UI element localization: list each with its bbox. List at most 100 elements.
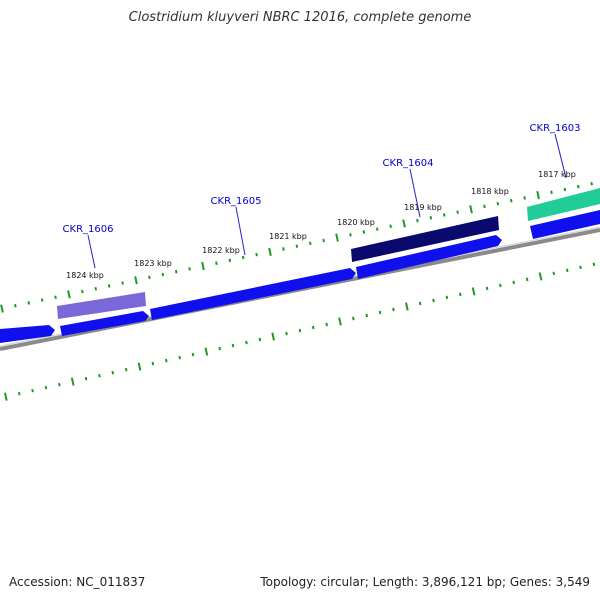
outer-tick bbox=[362, 230, 366, 234]
inner-tick bbox=[218, 346, 222, 351]
inner-tick bbox=[365, 313, 369, 318]
outer-tick bbox=[429, 215, 433, 220]
outer-tick bbox=[14, 303, 17, 308]
inner-tick bbox=[445, 295, 449, 300]
outer-tick bbox=[54, 295, 57, 300]
inner-tick bbox=[325, 322, 328, 327]
outer-tick bbox=[201, 261, 205, 271]
inner-tick bbox=[392, 307, 395, 312]
inner-tick bbox=[111, 370, 115, 375]
outer-tick bbox=[215, 261, 218, 265]
gene-label-ckr-1605[interactable]: CKR_1605 bbox=[211, 196, 262, 207]
gene-label-line-ckr-1603 bbox=[554, 133, 567, 179]
inner-tick bbox=[565, 268, 569, 273]
inner-tick-track bbox=[4, 262, 596, 401]
outer-tick bbox=[268, 247, 272, 256]
scale-label-1817: 1817 kbp bbox=[538, 170, 576, 179]
outer-tick bbox=[349, 233, 352, 237]
outer-tick bbox=[228, 258, 232, 263]
outer-tick bbox=[523, 196, 526, 200]
inner-tick bbox=[124, 367, 128, 372]
inner-tick bbox=[245, 340, 248, 345]
outer-tick bbox=[282, 247, 285, 251]
outer-tick bbox=[255, 252, 258, 257]
outer-tick bbox=[577, 184, 580, 189]
gene-arrow-1607[interactable] bbox=[0, 325, 55, 343]
inner-tick bbox=[258, 337, 262, 342]
scale-label-1820: 1820 kbp bbox=[337, 218, 375, 227]
inner-tick bbox=[231, 343, 235, 348]
inner-tick bbox=[204, 347, 209, 356]
scale-label-1819: 1819 kbp bbox=[404, 203, 442, 212]
inner-tick bbox=[512, 280, 516, 285]
outer-tick bbox=[375, 227, 379, 231]
outer-tick bbox=[27, 301, 31, 305]
gene-label-ckr-1606[interactable]: CKR_1606 bbox=[63, 224, 114, 235]
outer-tick bbox=[590, 182, 593, 186]
accession-label: Accession: NC_011837 bbox=[9, 575, 146, 589]
inner-tick bbox=[378, 310, 382, 315]
outer-tick bbox=[550, 190, 553, 194]
outer-tick bbox=[0, 304, 4, 313]
inner-tick bbox=[352, 316, 355, 321]
inner-tick bbox=[458, 292, 462, 297]
outer-tick bbox=[241, 255, 245, 260]
gene-arrow-1604-fwd[interactable] bbox=[356, 235, 502, 279]
scale-label-1823: 1823 kbp bbox=[134, 259, 172, 268]
inner-tick bbox=[285, 331, 288, 336]
outer-tick bbox=[40, 298, 44, 302]
outer-tick bbox=[308, 241, 312, 246]
inner-tick bbox=[4, 392, 8, 401]
outer-tick bbox=[322, 238, 325, 243]
inner-tick bbox=[405, 302, 409, 311]
gene-label-ckr-1604[interactable]: CKR_1604 bbox=[383, 158, 434, 169]
inner-tick bbox=[191, 352, 195, 357]
scale-label-1822: 1822 kbp bbox=[202, 246, 240, 255]
inner-tick bbox=[178, 355, 181, 360]
gene-arrow-1605[interactable] bbox=[150, 268, 356, 320]
outer-tick-track bbox=[0, 182, 593, 313]
gene-feature-ckr-1604[interactable] bbox=[351, 216, 499, 262]
gene-arrow-1603-fwd[interactable] bbox=[530, 210, 600, 239]
outer-tick bbox=[81, 289, 84, 294]
outer-tick bbox=[161, 272, 165, 277]
gene-feature-ckr-1603[interactable] bbox=[527, 188, 600, 221]
inner-tick bbox=[70, 377, 75, 386]
outer-tick bbox=[107, 284, 111, 288]
inner-tick bbox=[137, 362, 142, 371]
outer-tick bbox=[496, 201, 500, 206]
inner-tick bbox=[271, 332, 275, 341]
inner-tick bbox=[17, 391, 21, 396]
gene-arrow-1606[interactable] bbox=[60, 311, 149, 336]
genome-summary: Topology: circular; Length: 3,896,121 bp… bbox=[260, 575, 590, 589]
inner-tick bbox=[538, 272, 543, 281]
outer-tick bbox=[389, 224, 392, 229]
map-title: Clostridium kluyveri NBRC 12016, complet… bbox=[128, 10, 472, 25]
gene-feature-ckr-1606[interactable] bbox=[57, 292, 146, 319]
inner-tick bbox=[499, 283, 502, 288]
outer-tick bbox=[483, 204, 486, 209]
inner-tick bbox=[58, 382, 61, 387]
outer-tick bbox=[134, 276, 138, 285]
outer-tick bbox=[188, 267, 191, 271]
inner-tick bbox=[525, 277, 529, 282]
gene-label-line-ckr-1604 bbox=[409, 168, 421, 218]
inner-tick bbox=[151, 361, 155, 366]
inner-tick bbox=[552, 271, 556, 276]
outer-tick bbox=[442, 213, 446, 217]
inner-tick bbox=[485, 286, 489, 291]
outer-tick bbox=[456, 210, 459, 214]
inner-tick bbox=[311, 325, 315, 330]
inner-tick bbox=[84, 376, 88, 381]
inner-tick bbox=[298, 328, 302, 333]
outer-tick bbox=[148, 275, 151, 280]
scale-label-1818: 1818 kbp bbox=[471, 187, 509, 196]
outer-tick bbox=[335, 233, 339, 242]
inner-tick bbox=[31, 388, 34, 393]
outer-tick bbox=[174, 269, 178, 274]
outer-tick bbox=[469, 205, 473, 214]
gene-label-ckr-1603[interactable]: CKR_1603 bbox=[530, 123, 581, 134]
outer-tick bbox=[416, 218, 419, 223]
inner-tick bbox=[418, 301, 422, 306]
inner-tick bbox=[432, 298, 435, 303]
